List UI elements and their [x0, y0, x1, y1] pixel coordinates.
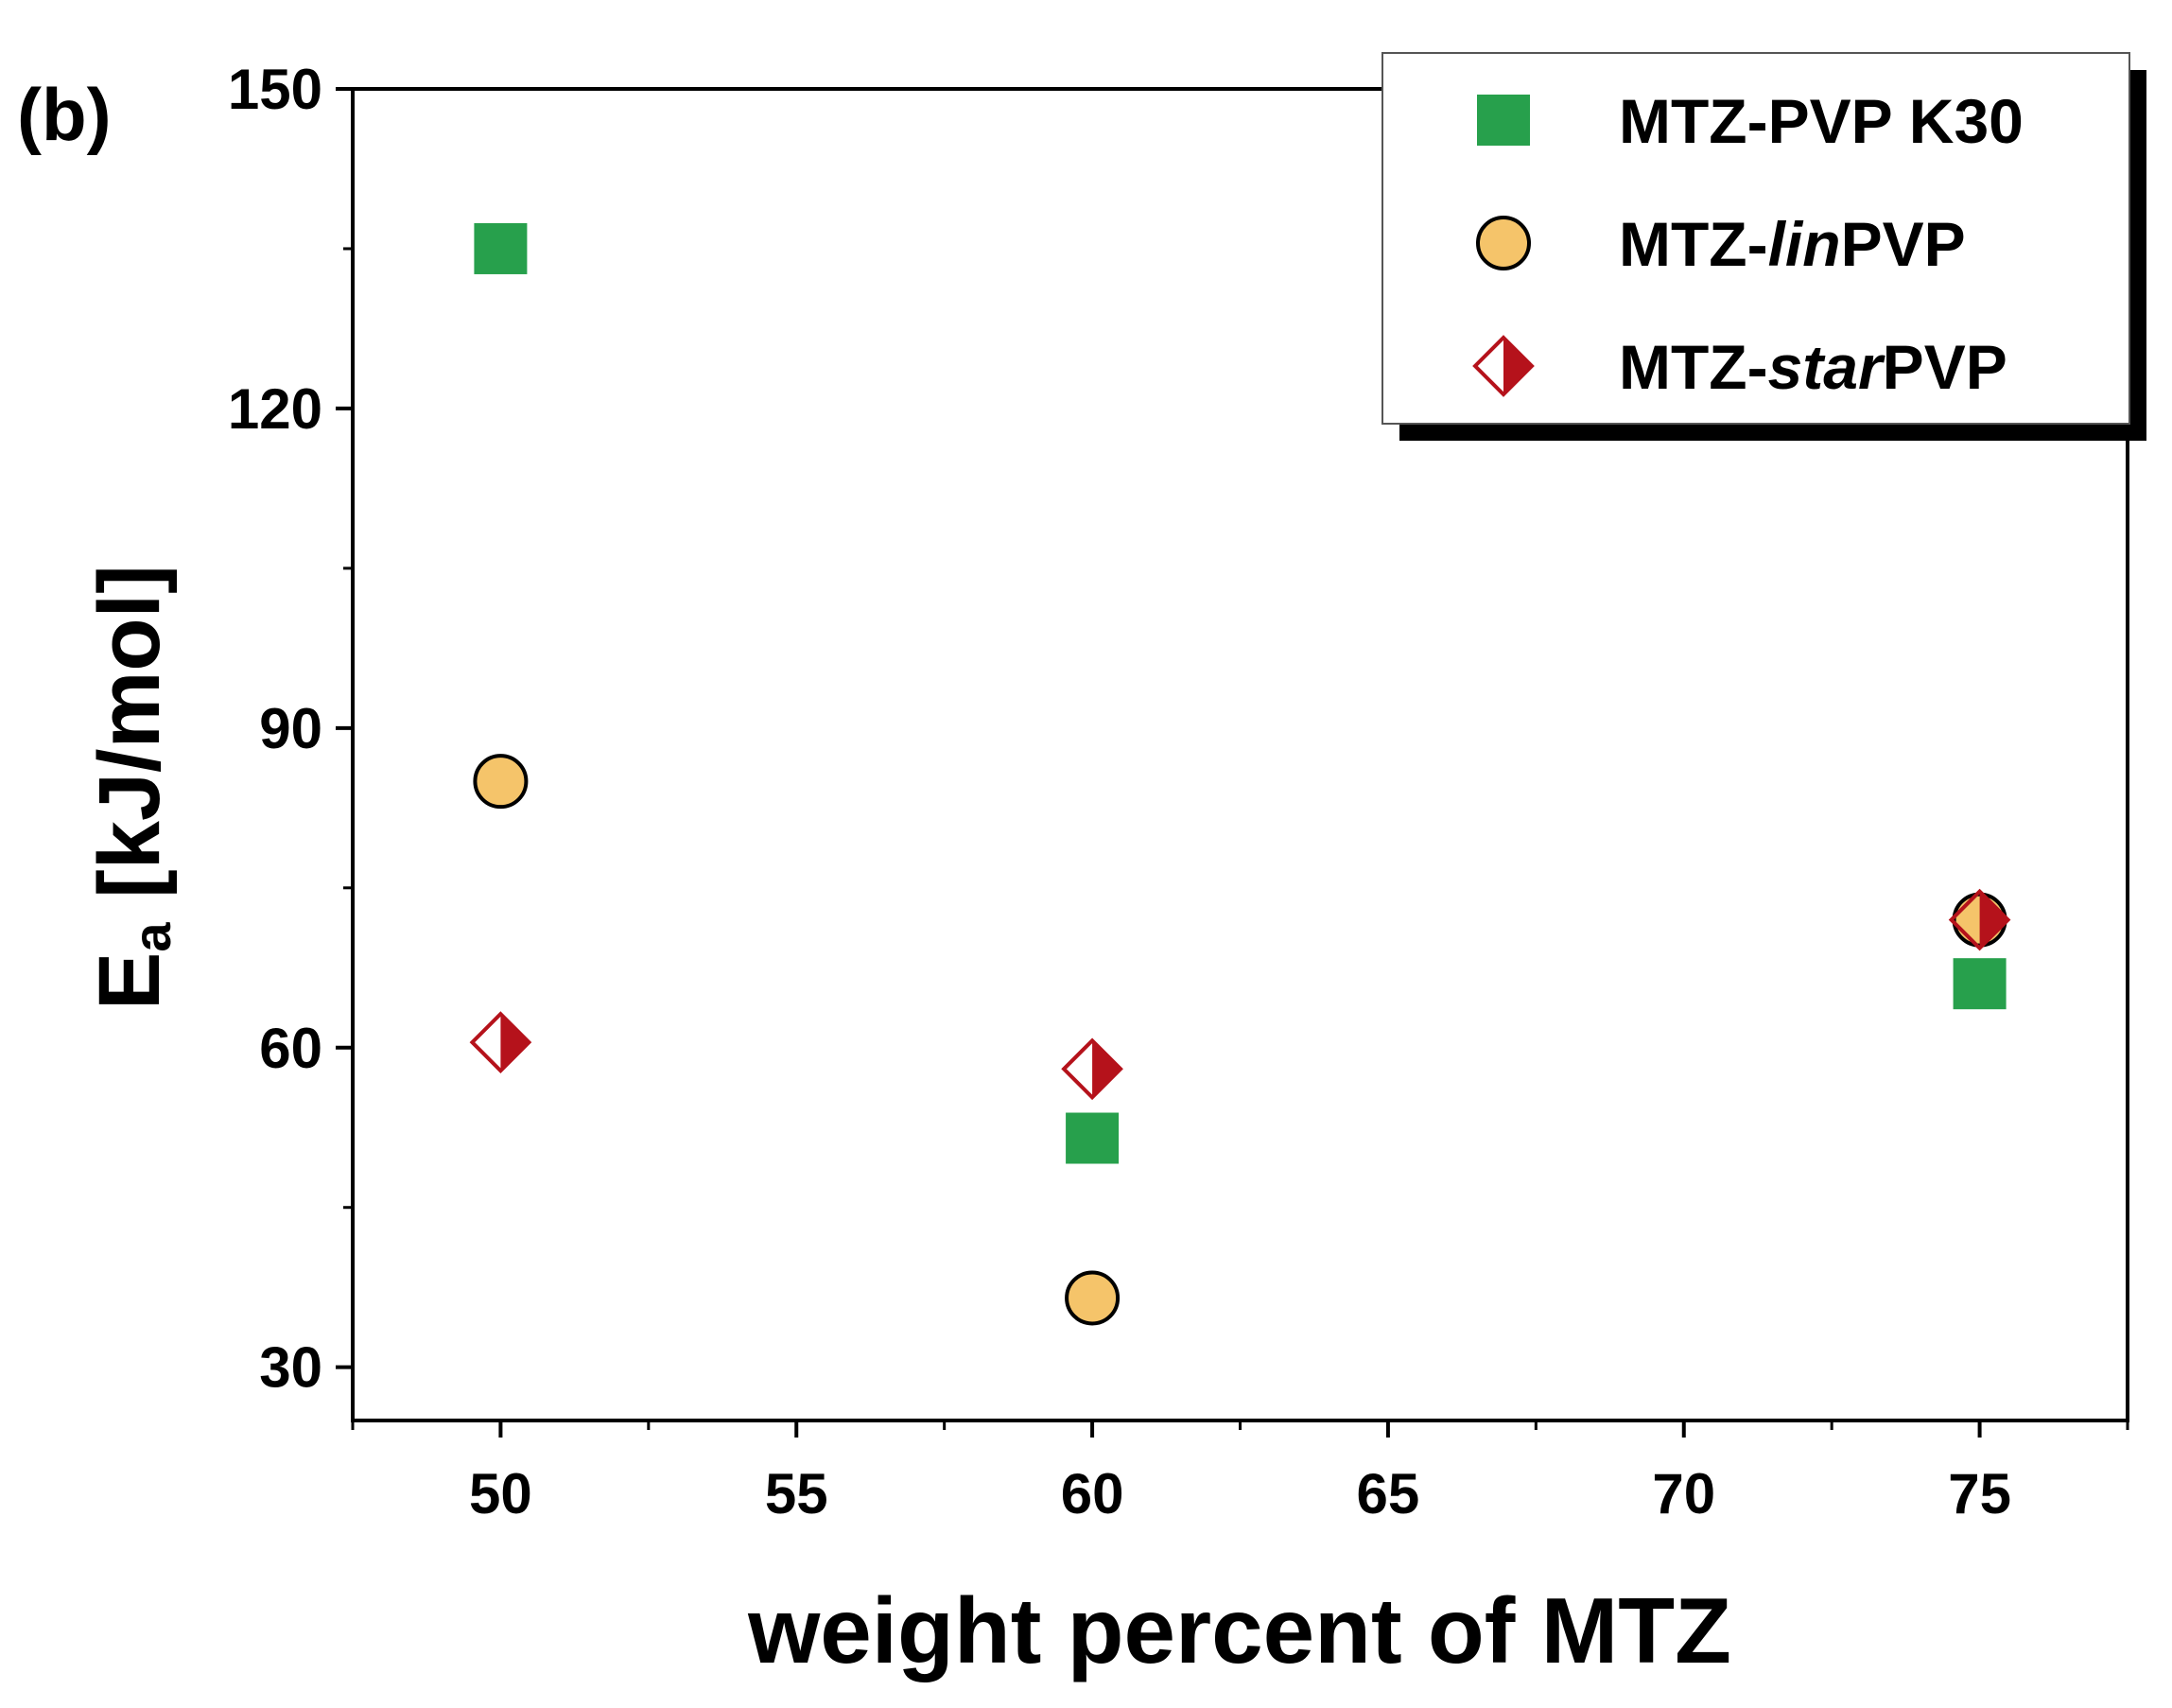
y-tick-label: 30 [259, 1336, 322, 1400]
x-tick-label: 75 [1948, 1462, 2011, 1525]
data-points [469, 222, 2011, 1326]
y-tick-label: 120 [228, 377, 322, 441]
y-axis-title-main: E [81, 952, 178, 1010]
legend-marker-series-3 [1472, 335, 1535, 397]
data-point-series-1 [474, 222, 528, 274]
data-point-series-3 [469, 1011, 532, 1073]
legend-marker-series-1 [1477, 95, 1530, 146]
legend-label-series-3: MTZ-starPVP [1619, 332, 2007, 402]
y-tick-label: 150 [228, 58, 322, 121]
legend: MTZ-PVP K30 MTZ-linPVP MTZ-starPVP [1381, 52, 2146, 441]
panel-label: (b) [17, 73, 112, 156]
x-tick-label: 70 [1652, 1462, 1715, 1525]
data-point-series-2 [1065, 1270, 1121, 1326]
y-axis-title: Ea [kJ/mol] [81, 565, 182, 1010]
x-axis: 50 55 60 65 70 75 [351, 1420, 2129, 1525]
y-axis-title-rest: [kJ/mol] [81, 565, 178, 922]
data-point-series-3 [1948, 888, 2011, 951]
data-point-series-3 [1061, 1037, 1123, 1101]
x-tick-label: 50 [469, 1462, 532, 1525]
y-axis-title-subscript: a [122, 922, 182, 952]
data-point-series-1 [1953, 958, 2007, 1010]
y-tick-label: 60 [259, 1017, 322, 1080]
legend-label-series-2: MTZ-linPVP [1619, 209, 1966, 279]
x-tick-label: 55 [765, 1462, 828, 1525]
y-tick-label: 90 [259, 697, 322, 760]
x-tick-label: 65 [1357, 1462, 1420, 1525]
data-point-series-1 [1066, 1112, 1120, 1164]
legend-marker-series-2 [1476, 216, 1531, 270]
y-axis: 30 60 90 120 150 [228, 58, 353, 1400]
x-axis-title: weight percent of MTZ [747, 1578, 1731, 1682]
legend-label-series-1: MTZ-PVP K30 [1619, 86, 2024, 156]
data-point-series-2 [473, 754, 529, 810]
x-tick-label: 60 [1061, 1462, 1124, 1525]
